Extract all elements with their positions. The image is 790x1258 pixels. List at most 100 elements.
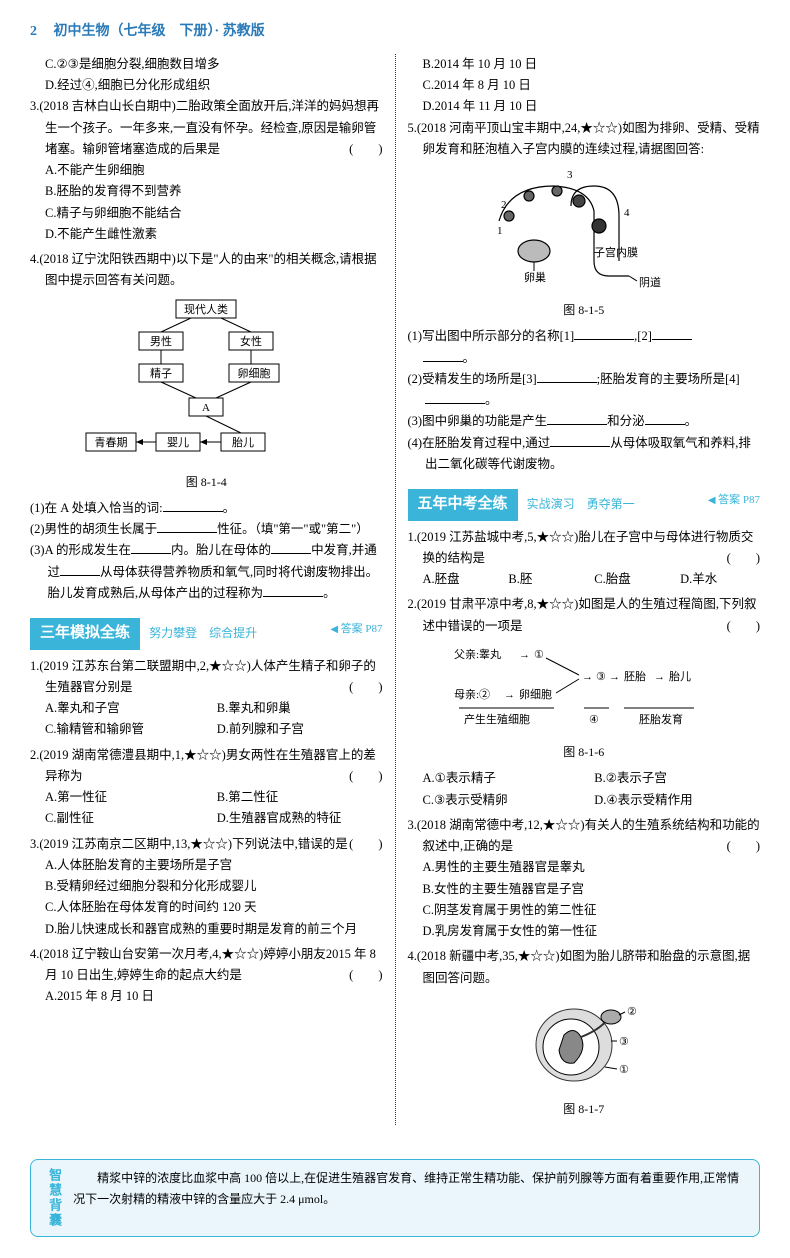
svg-text:胎儿: 胎儿 bbox=[232, 435, 254, 449]
diagram-8-1-5: 2 1 3 4 卵巢 子宫内膜 阴道 bbox=[479, 166, 689, 296]
svg-text:③: ③ bbox=[619, 1036, 629, 1048]
page-number: 2 bbox=[30, 20, 50, 44]
section-5year-sub: 实战演习 勇夺第一 bbox=[527, 497, 635, 511]
diagram-8-1-7: ② ③ ① bbox=[519, 995, 649, 1095]
r1-a: A.胚盘 bbox=[423, 569, 503, 590]
left-column: C.②③是细胞分裂,细胞数目增多 D.经过④,细胞已分化形成组织 3.(2018… bbox=[30, 54, 383, 1125]
r3-d: D.乳房发育属于女性的第一性征 bbox=[408, 921, 761, 942]
p4-stem: 4.(2018 辽宁鞍山台安第一次月考,4,★☆☆)婷婷小朋友2015 年 8 … bbox=[30, 944, 383, 987]
p1-stem: 1.(2019 江苏东台第二联盟期中,2,★☆☆)人体产生精子和卵子的生殖器官分… bbox=[30, 656, 383, 699]
r1-d: D.羊水 bbox=[680, 569, 760, 590]
r4-stem: 4.(2018 新疆中考,35,★☆☆)如图为胎儿脐带和胎盘的示意图,据图回答问… bbox=[408, 946, 761, 989]
svg-text:母亲:②: 母亲:② bbox=[454, 687, 490, 701]
figure-8-1-5: 2 1 3 4 卵巢 子宫内膜 阴道 图 8-1-5 bbox=[408, 166, 761, 320]
fig-caption-7: 图 8-1-7 bbox=[408, 1099, 761, 1119]
right-column: B.2014 年 10 月 10 日 C.2014 年 8 月 10 日 D.2… bbox=[395, 54, 761, 1125]
r-opt-d: D.2014 年 11 月 10 日 bbox=[408, 96, 761, 117]
svg-text:胎儿: 胎儿 bbox=[669, 669, 691, 683]
q3-stem: 3.(2018 吉林白山长白期中)二胎政策全面放开后,洋洋的妈妈想再生一个孩子。… bbox=[30, 96, 383, 160]
q4-3: (3)A 的形成发生在内。胎儿在母体的中发育,并通过从母体获得营养物质和氧气,同… bbox=[33, 540, 383, 604]
p3-c: C.人体胚胎在母体发育的时间约 120 天 bbox=[30, 897, 383, 918]
q3-d: D.不能产生雌性激素 bbox=[30, 224, 383, 245]
r1-stem: 1.(2019 江苏盐城中考,5,★☆☆)胎儿在子宫中与母体进行物质交换的结构是… bbox=[408, 527, 761, 570]
p2-a: A.第一性征 bbox=[45, 787, 211, 808]
r3-b: B.女性的主要生殖器官是子宫 bbox=[408, 879, 761, 900]
p3-stem: 3.(2019 江苏南京二区期中,13,★☆☆)下列说法中,错误的是( ) bbox=[30, 834, 383, 855]
svg-text:②: ② bbox=[627, 1006, 637, 1018]
figure-8-1-4: 现代人类 男性 女性 精子 卵细胞 A 青春期 婴儿 胎 bbox=[30, 298, 383, 492]
section-5year: 五年中考全练 bbox=[408, 489, 518, 521]
q3-b: B.胚胎的发育得不到营养 bbox=[30, 181, 383, 202]
svg-text:④: ④ bbox=[589, 714, 599, 726]
svg-text:精子: 精子 bbox=[150, 367, 172, 380]
p4-a: A.2015 年 8 月 10 日 bbox=[30, 986, 383, 1007]
svg-text:产生生殖细胞: 产生生殖细胞 bbox=[464, 712, 530, 726]
svg-text:子宫内膜: 子宫内膜 bbox=[594, 245, 638, 259]
svg-text:→: → bbox=[654, 671, 665, 683]
svg-text:→: → bbox=[582, 671, 593, 683]
opt-d: D.经过④,细胞已分化形成组织 bbox=[30, 75, 383, 96]
q4-2: (2)男性的胡须生长属于性征。（填"第一"或"第二"） bbox=[33, 519, 383, 540]
svg-text:父亲:睾丸: 父亲:睾丸 bbox=[454, 647, 501, 661]
wisdom-box: 智慧背囊 精浆中锌的浓度比血浆中高 100 倍以上,在促进生殖器官发育、维持正常… bbox=[30, 1159, 760, 1237]
r-opt-c: C.2014 年 8 月 10 日 bbox=[408, 75, 761, 96]
r1-c: C.胎盘 bbox=[594, 569, 674, 590]
svg-text:胚胎: 胚胎 bbox=[624, 669, 646, 683]
svg-text:现代人类: 现代人类 bbox=[184, 302, 228, 316]
q5-stem: 5.(2018 河南平顶山宝丰期中,24,★☆☆)如图为排卵、受精、受精卵发育和… bbox=[408, 118, 761, 161]
fig-caption-5: 图 8-1-5 bbox=[408, 300, 761, 320]
q5-3: (3)图中卵巢的功能是产生和分泌。 bbox=[410, 411, 760, 432]
wisdom-text: 精浆中锌的浓度比血浆中高 100 倍以上,在促进生殖器官发育、维持正常生精功能、… bbox=[73, 1168, 747, 1228]
q3-a: A.不能产生卵细胞 bbox=[30, 160, 383, 181]
r2-stem: 2.(2019 甘肃平凉中考,8,★☆☆)如图是人的生殖过程简图,下列叙述中错误… bbox=[408, 594, 761, 637]
answer-link-2[interactable]: 答案 P87 bbox=[708, 491, 760, 510]
p3-d: D.胎儿快速成长和器官成熟的重要时期是发育的前三个月 bbox=[30, 919, 383, 940]
svg-text:③: ③ bbox=[596, 671, 606, 683]
p2-b: B.第二性征 bbox=[217, 787, 383, 808]
p1-a: A.睾丸和子宫 bbox=[45, 698, 211, 719]
svg-text:→: → bbox=[504, 689, 515, 701]
svg-text:→: → bbox=[519, 649, 530, 661]
svg-text:1: 1 bbox=[497, 225, 503, 237]
svg-text:男性: 男性 bbox=[150, 334, 172, 348]
diagram-8-1-6: 父亲:睾丸→① 母亲:②→卵细胞 →③ →胚胎 →胎儿 产生生殖细胞 ④ 胚胎发… bbox=[444, 643, 724, 738]
r2-b: B.②表示子宫 bbox=[594, 768, 760, 789]
svg-text:①: ① bbox=[534, 649, 544, 661]
svg-text:3: 3 bbox=[567, 169, 573, 181]
p2-c: C.副性征 bbox=[45, 808, 211, 829]
svg-text:→: → bbox=[609, 671, 620, 683]
opt-c: C.②③是细胞分裂,细胞数目增多 bbox=[30, 54, 383, 75]
section-3year-sub: 努力攀登 综合提升 bbox=[149, 626, 257, 640]
page-header: 2 初中生物（七年级 下册）· 苏教版 bbox=[30, 20, 760, 44]
svg-text:婴儿: 婴儿 bbox=[167, 436, 189, 449]
p2-d: D.生殖器官成熟的特征 bbox=[217, 808, 383, 829]
p2-stem: 2.(2019 湖南常德澧县期中,1,★☆☆)男女两性在生殖器官上的差异称为( … bbox=[30, 745, 383, 788]
svg-text:阴道: 阴道 bbox=[639, 275, 661, 289]
figure-8-1-6: 父亲:睾丸→① 母亲:②→卵细胞 →③ →胚胎 →胎儿 产生生殖细胞 ④ 胚胎发… bbox=[408, 643, 761, 762]
q4-1: (1)在 A 处填入恰当的词:。 bbox=[33, 498, 383, 519]
r3-a: A.男性的主要生殖器官是睾丸 bbox=[408, 857, 761, 878]
figure-8-1-7: ② ③ ① 图 8-1-7 bbox=[408, 995, 761, 1119]
fig-caption-4: 图 8-1-4 bbox=[30, 472, 383, 492]
p1-d: D.前列腺和子宫 bbox=[217, 719, 383, 740]
q5-4: (4)在胚胎发育过程中,通过从母体吸取氧气和养料,排出二氧化碳等代谢废物。 bbox=[410, 433, 760, 476]
svg-text:卵细胞: 卵细胞 bbox=[238, 367, 271, 380]
svg-text:胚胎发育: 胚胎发育 bbox=[639, 712, 683, 726]
q5-1: (1)写出图中所示部分的名称[1],[2] bbox=[410, 326, 760, 347]
book-title: 初中生物（七年级 下册）· 苏教版 bbox=[54, 24, 265, 39]
p3-a: A.人体胚胎发育的主要场所是子宫 bbox=[30, 855, 383, 876]
q3-c: C.精子与卵细胞不能结合 bbox=[30, 203, 383, 224]
svg-text:2: 2 bbox=[501, 199, 507, 211]
r1-b: B.胚 bbox=[508, 569, 588, 590]
svg-text:4: 4 bbox=[624, 207, 630, 219]
answer-link-1[interactable]: 答案 P87 bbox=[330, 620, 382, 639]
r-opt-b: B.2014 年 10 月 10 日 bbox=[408, 54, 761, 75]
svg-text:女性: 女性 bbox=[240, 334, 262, 348]
q5-2: (2)受精发生的场所是[3];胚胎发育的主要场所是[4]。 bbox=[410, 369, 760, 412]
svg-text:卵巢: 卵巢 bbox=[524, 271, 546, 284]
diagram-8-1-4: 现代人类 男性 女性 精子 卵细胞 A 青春期 婴儿 胎 bbox=[81, 298, 331, 468]
r2-d: D.④表示受精作用 bbox=[594, 790, 760, 811]
fig-caption-6: 图 8-1-6 bbox=[408, 742, 761, 762]
p1-c: C.输精管和输卵管 bbox=[45, 719, 211, 740]
p3-b: B.受精卵经过细胞分裂和分化形成婴儿 bbox=[30, 876, 383, 897]
